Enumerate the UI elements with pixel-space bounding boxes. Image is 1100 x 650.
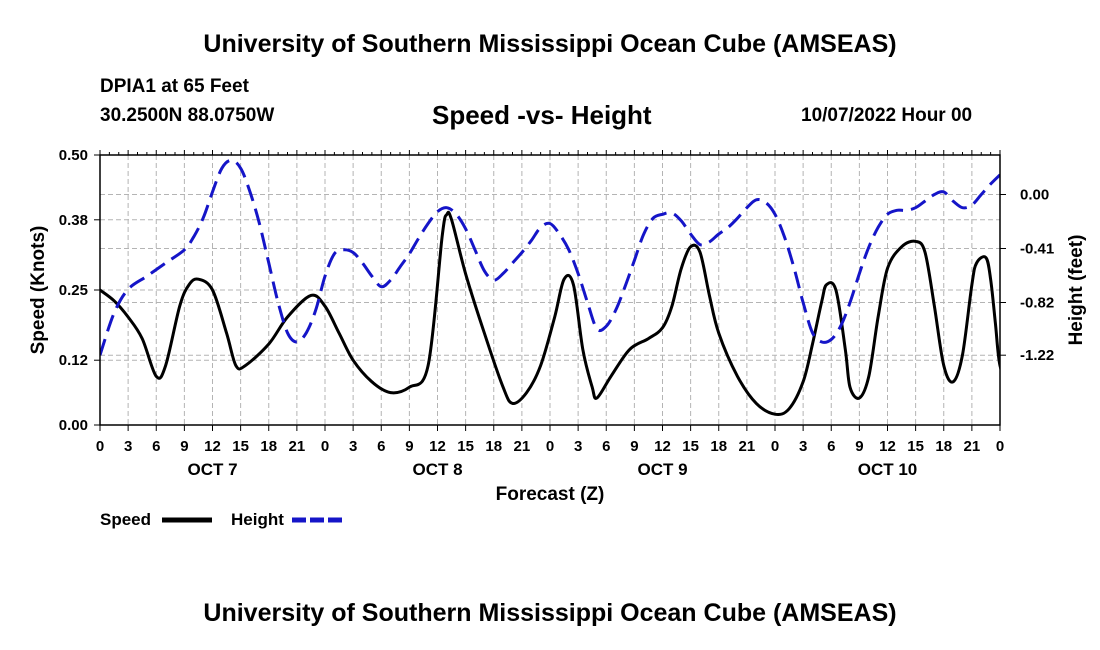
station-coordinates: 30.2500N 88.0750W xyxy=(100,105,275,126)
chart-title: University of Southern Mississippi Ocean… xyxy=(203,30,897,58)
x-tick-label: 6 xyxy=(602,438,610,455)
x-tick-label: 3 xyxy=(349,438,357,455)
y-tick-label: 0.50 xyxy=(59,147,88,164)
x-tick-label: 9 xyxy=(405,438,413,455)
x-axis-label: Forecast (Z) xyxy=(496,484,605,505)
y-tick-label: 0.38 xyxy=(59,212,88,229)
forecast-datetime: 10/07/2022 Hour 00 xyxy=(801,105,973,126)
y2-axis-label: Height (feet) xyxy=(1066,235,1087,346)
x-tick-label: 3 xyxy=(124,438,132,455)
x-tick-label: 6 xyxy=(377,438,385,455)
day-label: OCT 9 xyxy=(637,460,687,479)
x-tick-label: 21 xyxy=(289,438,306,455)
x-tick-label: 0 xyxy=(771,438,779,455)
x-tick-label: 18 xyxy=(260,438,277,455)
x-tick-label: 0 xyxy=(996,438,1004,455)
chart-subtitle: Speed -vs- Height xyxy=(432,100,652,130)
y2-tick-label: -0.82 xyxy=(1020,295,1054,312)
axes: 0 3 6 9 12 15 18 21 0 3 6 9 12 15 18 21 0 3 6 9 12 15 18 21 0 3 6 9… xyxy=(59,147,1054,479)
x-tick-label: 18 xyxy=(710,438,727,455)
day-label: OCT 7 xyxy=(187,460,237,479)
x-tick-label: 15 xyxy=(232,438,249,455)
x-tick-label: 3 xyxy=(799,438,807,455)
legend: Speed Height xyxy=(100,510,342,529)
y-axis-label: Speed (Knots) xyxy=(28,226,49,355)
x-tick-label: 0 xyxy=(546,438,554,455)
x-tick-label: 18 xyxy=(935,438,952,455)
legend-height-label: Height xyxy=(231,510,284,529)
x-tick-label: 9 xyxy=(180,438,188,455)
x-tick-label: 0 xyxy=(96,438,104,455)
series-layer xyxy=(100,158,1000,416)
x-tick-label: 21 xyxy=(964,438,981,455)
series-line-height xyxy=(100,158,1000,356)
x-tick-label: 3 xyxy=(574,438,582,455)
x-tick-label: 0 xyxy=(321,438,329,455)
x-tick-label: 21 xyxy=(739,438,756,455)
x-tick-label: 9 xyxy=(855,438,863,455)
x-tick-label: 15 xyxy=(907,438,924,455)
x-tick-label: 18 xyxy=(485,438,502,455)
day-label: OCT 8 xyxy=(412,460,462,479)
y2-tick-label: -1.22 xyxy=(1020,347,1054,364)
x-tick-label: 12 xyxy=(654,438,671,455)
legend-speed-label: Speed xyxy=(100,510,151,529)
x-tick-label: 6 xyxy=(827,438,835,455)
grid-lines xyxy=(100,155,1000,425)
station-label: DPIA1 at 65 Feet xyxy=(100,76,249,97)
x-tick-label: 12 xyxy=(204,438,221,455)
footer-title: University of Southern Mississippi Ocean… xyxy=(203,599,897,627)
x-tick-label: 12 xyxy=(429,438,446,455)
y2-tick-label: 0.00 xyxy=(1020,187,1049,204)
y-tick-label: 0.12 xyxy=(59,352,88,369)
x-tick-label: 12 xyxy=(879,438,896,455)
day-label: OCT 10 xyxy=(858,460,918,479)
x-tick-label: 6 xyxy=(152,438,160,455)
y-tick-label: 0.00 xyxy=(59,417,88,434)
series-line-speed xyxy=(100,210,1000,416)
x-tick-label: 9 xyxy=(630,438,638,455)
x-tick-label: 15 xyxy=(682,438,699,455)
y2-tick-label: -0.41 xyxy=(1020,241,1054,258)
x-tick-label: 21 xyxy=(514,438,531,455)
y-tick-label: 0.25 xyxy=(59,282,88,299)
x-tick-label: 15 xyxy=(457,438,474,455)
